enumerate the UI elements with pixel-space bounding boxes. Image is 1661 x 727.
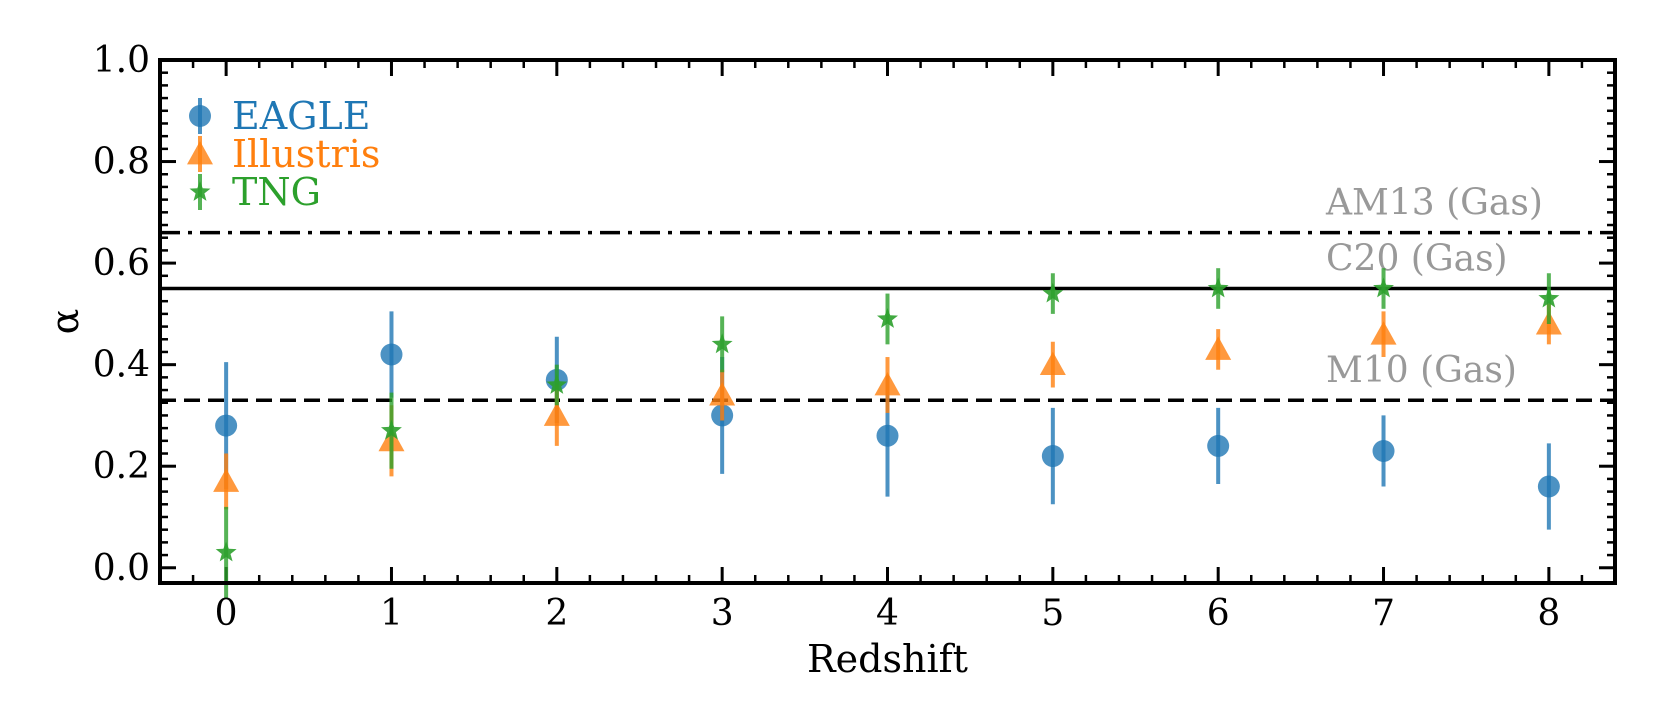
tng-point (381, 419, 402, 440)
legend-tng-marker (189, 181, 211, 201)
y-tick-label: 0.2 (93, 446, 150, 487)
eagle-point (215, 414, 238, 437)
reference-lines: AM13 (Gas) C20 (Gas) M10 (Gas) (160, 183, 1615, 402)
x-axis-title: Redshift (807, 637, 968, 681)
illustris-point (874, 371, 901, 396)
eagle-point (380, 343, 403, 366)
tng-point (1373, 277, 1394, 298)
legend-eagle-marker (189, 105, 211, 127)
reference-label-c20: C20 (Gas) (1326, 238, 1508, 279)
illustris-point (709, 382, 736, 406)
legend-illustris-marker (187, 141, 213, 165)
y-tick-label: 0.6 (93, 243, 150, 284)
tng-point (1207, 277, 1229, 298)
reference-label-am13: AM13 (Gas) (1325, 183, 1543, 224)
x-tick-label: 0 (215, 593, 238, 634)
y-tick-label: 1.0 (93, 40, 150, 81)
eagle-point (876, 424, 899, 447)
legend-tng-label: TNG (232, 170, 321, 214)
illustris-point (1370, 321, 1397, 345)
eagle-point (1041, 445, 1064, 468)
tng-point (1042, 282, 1064, 303)
data-points (213, 268, 1562, 599)
reference-label-m10: M10 (Gas) (1326, 350, 1517, 391)
x-tick-label: 2 (545, 593, 568, 634)
y-tick-label: 0.4 (93, 345, 150, 386)
illustris-point (1205, 336, 1232, 360)
plot-frame (158, 58, 1617, 585)
x-tick-label: 7 (1372, 593, 1395, 634)
eagle-point (1207, 434, 1230, 457)
tng-point (215, 541, 237, 562)
x-tick-label: 6 (1207, 593, 1230, 634)
legend-eagle-label: EAGLE (232, 94, 371, 138)
x-tick-label: 4 (876, 593, 899, 634)
x-tick-label: 8 (1537, 593, 1560, 634)
eagle-point (1372, 439, 1395, 462)
illustris-point (213, 468, 240, 492)
y-tick-label: 0.8 (93, 142, 150, 183)
illustris-point (1039, 351, 1066, 376)
tng-point (1538, 287, 1560, 308)
y-axis-title: α (43, 309, 87, 335)
x-tick-label: 5 (1041, 593, 1064, 634)
x-tick-label: 3 (711, 593, 734, 634)
x-tick-label: 1 (380, 593, 403, 634)
tick-labels: 0 1 2 3 4 5 6 7 8 0.0 0.2 0.4 0.6 0.8 1.0 (93, 40, 1561, 634)
tng-point (546, 374, 568, 394)
eagle-point (1537, 475, 1560, 498)
illustris-point (543, 402, 570, 426)
tng-point (877, 308, 898, 328)
legend-illustris-label: Illustris (232, 132, 380, 176)
tng-point (711, 333, 733, 354)
y-tick-label: 0.0 (93, 548, 150, 589)
